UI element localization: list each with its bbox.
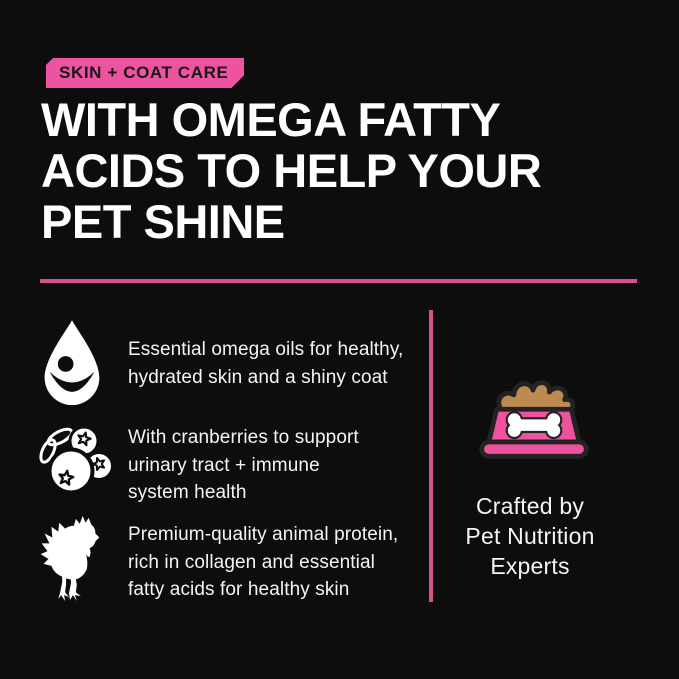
- benefit-text-line: Essential omega oils for healthy,: [128, 339, 404, 360]
- category-badge: SKIN + COAT CARE: [46, 58, 244, 88]
- page-title-line: PET SHINE: [41, 195, 285, 248]
- pet-food-bowl-icon: [479, 380, 589, 459]
- benefit-text-line: fatty acids for healthy skin: [128, 579, 350, 600]
- crafted-caption-line: Crafted by: [475, 493, 585, 519]
- benefit-text-line: rich in collagen and essential: [128, 551, 375, 573]
- benefit-text-line: system health: [128, 482, 247, 503]
- benefit-text-line: Premium-quality animal protein,: [128, 524, 399, 545]
- crafted-by-caption: Crafted by Pet Nutrition Experts: [430, 491, 630, 581]
- water-drop-icon: [44, 319, 100, 406]
- benefit-text-line: hydrated skin and a shiny coat: [128, 366, 388, 388]
- benefit-text-line: With cranberries to support: [128, 427, 359, 448]
- crafted-caption-line: Pet Nutrition: [465, 523, 595, 549]
- benefit-item-omega: Essential omega oils for healthy, hydrat…: [128, 336, 403, 391]
- chicken-icon: [40, 515, 100, 602]
- benefit-text-line: urinary tract + immune: [128, 454, 320, 476]
- page-title-line: WITH OMEGA FATTY: [41, 93, 501, 146]
- horizontal-divider: [40, 279, 637, 283]
- page-title-line: ACIDS TO HELP YOUR: [41, 144, 542, 197]
- category-badge-label: SKIN + COAT CARE: [59, 63, 229, 82]
- page-title: WITH OMEGA FATTY ACIDS TO HELP YOUR PET …: [41, 94, 651, 247]
- benefit-item-protein: Premium-quality animal protein, rich in …: [128, 521, 398, 604]
- crafted-caption-line: Experts: [490, 553, 570, 579]
- cranberries-icon: [39, 425, 114, 495]
- vertical-divider: [429, 310, 433, 602]
- benefit-item-cranberries: With cranberries to support urinary trac…: [128, 424, 359, 507]
